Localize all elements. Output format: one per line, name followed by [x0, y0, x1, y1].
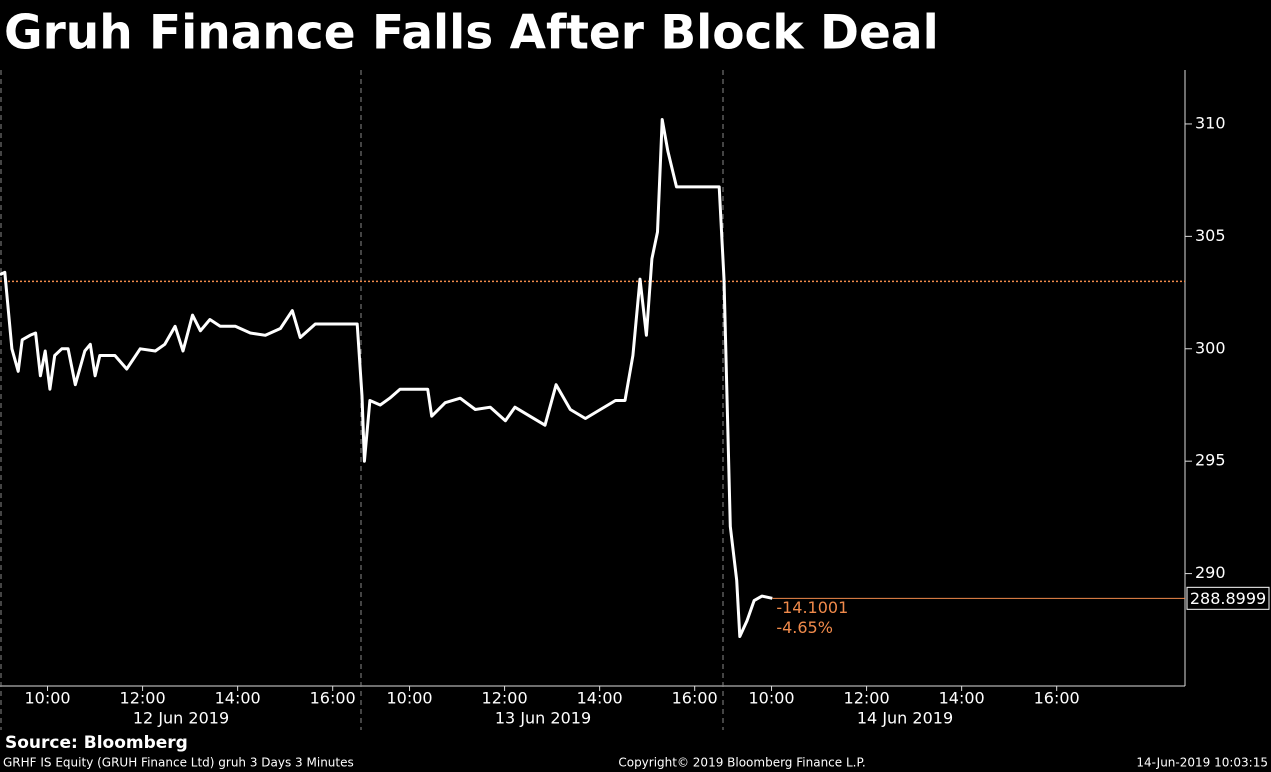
session-label: 12 Jun 2019	[133, 709, 229, 728]
y-tick-label: 290	[1195, 563, 1226, 582]
y-tick-label: 295	[1195, 451, 1226, 470]
y-tick-label: 310	[1195, 113, 1226, 132]
footer-center: Copyright© 2019 Bloomberg Finance L.P.	[618, 756, 865, 770]
x-tick-label: 16:00	[672, 689, 718, 708]
chart-title: Gruh Finance Falls After Block Deal	[4, 6, 939, 61]
x-tick-label: 12:00	[120, 689, 166, 708]
x-tick-label: 14:00	[939, 689, 985, 708]
x-tick-label: 12:00	[844, 689, 890, 708]
session-label: 14 Jun 2019	[857, 709, 953, 728]
y-tick-label: 300	[1195, 338, 1226, 357]
change-pct-label: -4.65%	[776, 618, 833, 637]
x-tick-label: 16:00	[1034, 689, 1080, 708]
x-tick-label: 16:00	[310, 689, 356, 708]
footer-left: GRHF IS Equity (GRUH Finance Ltd) gruh 3…	[3, 756, 354, 770]
x-tick-label: 14:00	[577, 689, 623, 708]
x-tick-label: 10:00	[386, 689, 432, 708]
x-tick-label: 14:00	[215, 689, 261, 708]
price-line	[0, 118, 773, 638]
footer-right: 14-Jun-2019 10:03:15	[1136, 756, 1268, 770]
x-tick-label: 10:00	[24, 689, 70, 708]
x-tick-label: 12:00	[482, 689, 528, 708]
last-price-box	[1186, 586, 1270, 610]
source: Source: Bloomberg	[5, 733, 188, 753]
x-tick-label: 10:00	[748, 689, 794, 708]
y-tick-label: 305	[1195, 226, 1226, 245]
session-label: 13 Jun 2019	[495, 709, 591, 728]
last-price-label: 288.8999	[1190, 589, 1266, 608]
change-label: -14.1001	[776, 598, 848, 617]
